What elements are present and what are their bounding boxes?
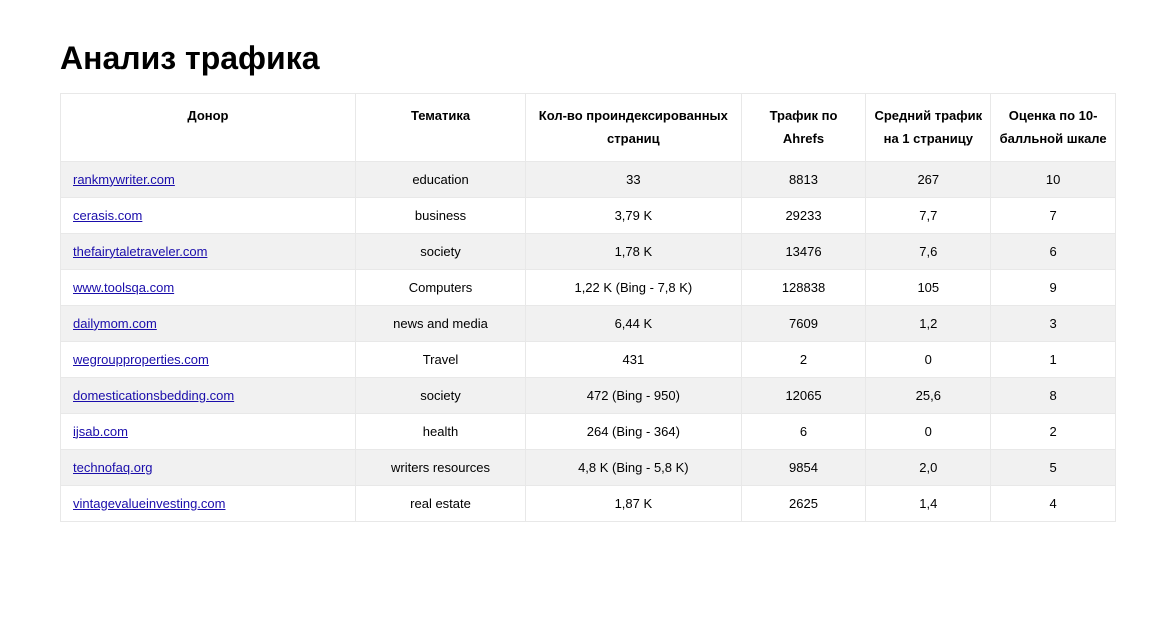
cell-pages: 1,78 K <box>526 233 742 269</box>
table-row: domesticationsbedding.com society472 (Bin… <box>61 377 1116 413</box>
cell-donor: domesticationsbedding.com <box>61 377 356 413</box>
cell-rating: 9 <box>991 269 1116 305</box>
cell-ahrefs: 13476 <box>741 233 866 269</box>
donor-link[interactable]: thefairytaletraveler.com <box>73 244 207 259</box>
cell-pages: 472 (Bing - 950) <box>526 377 742 413</box>
cell-avg: 105 <box>866 269 991 305</box>
cell-ahrefs: 6 <box>741 413 866 449</box>
traffic-analysis-table: Донор Тематика Кол-во проиндексированных… <box>60 93 1116 522</box>
table-row: dailymom.com news and media6,44 K76091,23 <box>61 305 1116 341</box>
cell-ahrefs: 8813 <box>741 161 866 197</box>
cell-avg: 7,7 <box>866 197 991 233</box>
cell-topic: education <box>355 161 525 197</box>
page-title: Анализ трафика <box>60 40 1116 77</box>
table-row: ijsab.com health264 (Bing - 364)602 <box>61 413 1116 449</box>
cell-pages: 4,8 K (Bing - 5,8 K) <box>526 449 742 485</box>
cell-topic: news and media <box>355 305 525 341</box>
table-row: cerasis.com business3,79 K292337,77 <box>61 197 1116 233</box>
cell-pages: 33 <box>526 161 742 197</box>
donor-link[interactable]: vintagevalueinvesting.com <box>73 496 225 511</box>
cell-avg: 267 <box>866 161 991 197</box>
table-row: www.toolsqa.com Computers1,22 K (Bing - 7… <box>61 269 1116 305</box>
donor-link[interactable]: rankmywriter.com <box>73 172 175 187</box>
table-row: wegroupproperties.com Travel431201 <box>61 341 1116 377</box>
col-header-rating: Оценка по 10-балльной шкале <box>991 94 1116 162</box>
cell-rating: 2 <box>991 413 1116 449</box>
cell-topic: society <box>355 377 525 413</box>
cell-ahrefs: 29233 <box>741 197 866 233</box>
cell-rating: 6 <box>991 233 1116 269</box>
cell-rating: 10 <box>991 161 1116 197</box>
donor-link[interactable]: dailymom.com <box>73 316 157 331</box>
cell-topic: society <box>355 233 525 269</box>
cell-topic: health <box>355 413 525 449</box>
table-row: vintagevalueinvesting.com real estate1,87… <box>61 485 1116 521</box>
cell-rating: 1 <box>991 341 1116 377</box>
cell-avg: 1,2 <box>866 305 991 341</box>
cell-donor: rankmywriter.com <box>61 161 356 197</box>
cell-pages: 431 <box>526 341 742 377</box>
cell-avg: 25,6 <box>866 377 991 413</box>
donor-link[interactable]: cerasis.com <box>73 208 142 223</box>
table-header-row: Донор Тематика Кол-во проиндексированных… <box>61 94 1116 162</box>
cell-rating: 8 <box>991 377 1116 413</box>
cell-ahrefs: 2625 <box>741 485 866 521</box>
cell-pages: 3,79 K <box>526 197 742 233</box>
cell-rating: 4 <box>991 485 1116 521</box>
cell-donor: cerasis.com <box>61 197 356 233</box>
cell-rating: 7 <box>991 197 1116 233</box>
cell-pages: 264 (Bing - 364) <box>526 413 742 449</box>
cell-ahrefs: 128838 <box>741 269 866 305</box>
donor-link[interactable]: technofaq.org <box>73 460 153 475</box>
cell-donor: ijsab.com <box>61 413 356 449</box>
col-header-avg-traffic: Средний трафик на 1 страницу <box>866 94 991 162</box>
cell-topic: Computers <box>355 269 525 305</box>
col-header-donor: Донор <box>61 94 356 162</box>
table-row: technofaq.org writers resources4,8 K (Bin… <box>61 449 1116 485</box>
table-row: rankmywriter.com education33881326710 <box>61 161 1116 197</box>
cell-topic: business <box>355 197 525 233</box>
table-body: rankmywriter.comeducation33881326710cera… <box>61 161 1116 521</box>
cell-avg: 2,0 <box>866 449 991 485</box>
col-header-ahrefs: Трафик по Ahrefs <box>741 94 866 162</box>
table-row: thefairytaletraveler.com society1,78 K134… <box>61 233 1116 269</box>
col-header-pages: Кол-во проиндексированных страниц <box>526 94 742 162</box>
cell-ahrefs: 7609 <box>741 305 866 341</box>
cell-avg: 0 <box>866 341 991 377</box>
cell-topic: writers resources <box>355 449 525 485</box>
cell-donor: thefairytaletraveler.com <box>61 233 356 269</box>
cell-donor: dailymom.com <box>61 305 356 341</box>
cell-ahrefs: 12065 <box>741 377 866 413</box>
cell-topic: Travel <box>355 341 525 377</box>
donor-link[interactable]: ijsab.com <box>73 424 128 439</box>
donor-link[interactable]: wegroupproperties.com <box>73 352 209 367</box>
cell-rating: 3 <box>991 305 1116 341</box>
cell-avg: 7,6 <box>866 233 991 269</box>
cell-pages: 6,44 K <box>526 305 742 341</box>
col-header-topic: Тематика <box>355 94 525 162</box>
donor-link[interactable]: www.toolsqa.com <box>73 280 174 295</box>
cell-donor: vintagevalueinvesting.com <box>61 485 356 521</box>
cell-donor: technofaq.org <box>61 449 356 485</box>
cell-pages: 1,22 K (Bing - 7,8 K) <box>526 269 742 305</box>
cell-ahrefs: 2 <box>741 341 866 377</box>
cell-topic: real estate <box>355 485 525 521</box>
cell-rating: 5 <box>991 449 1116 485</box>
cell-donor: wegroupproperties.com <box>61 341 356 377</box>
donor-link[interactable]: domesticationsbedding.com <box>73 388 234 403</box>
cell-donor: www.toolsqa.com <box>61 269 356 305</box>
cell-ahrefs: 9854 <box>741 449 866 485</box>
cell-avg: 0 <box>866 413 991 449</box>
cell-avg: 1,4 <box>866 485 991 521</box>
cell-pages: 1,87 K <box>526 485 742 521</box>
